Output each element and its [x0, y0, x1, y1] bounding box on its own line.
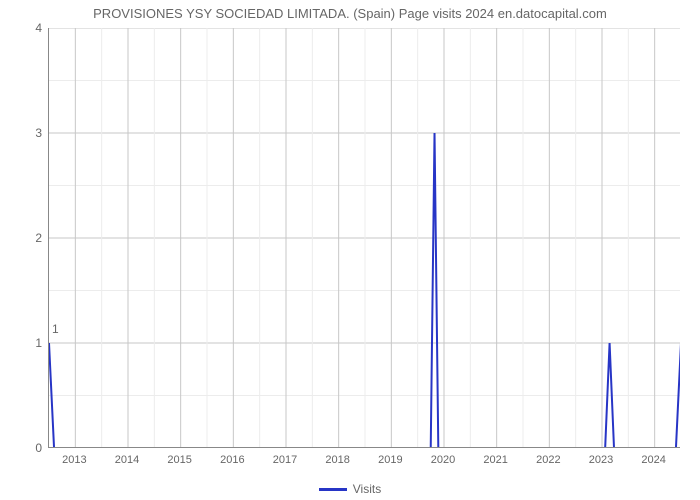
x-tick-label: 2015	[167, 454, 191, 466]
x-tick-label: 2013	[62, 454, 86, 466]
legend: Visits	[0, 482, 700, 496]
chart-container: PROVISIONES YSY SOCIEDAD LIMITADA. (Spai…	[0, 0, 700, 500]
plot-area: 11126	[48, 28, 680, 448]
plot-svg: 11126	[49, 28, 680, 447]
x-tick-label: 2021	[483, 454, 507, 466]
x-tick-label: 2016	[220, 454, 244, 466]
y-tick-label: 1	[28, 336, 42, 350]
y-tick-label: 4	[28, 21, 42, 35]
legend-label: Visits	[353, 482, 381, 496]
x-tick-label: 2018	[325, 454, 349, 466]
x-tick-label: 2020	[431, 454, 455, 466]
x-tick-label: 2014	[115, 454, 139, 466]
x-tick-label: 2019	[378, 454, 402, 466]
y-tick-label: 3	[28, 126, 42, 140]
chart-title: PROVISIONES YSY SOCIEDAD LIMITADA. (Spai…	[0, 6, 700, 21]
x-tick-label: 2024	[641, 454, 665, 466]
legend-swatch	[319, 488, 347, 491]
x-tick-label: 2023	[589, 454, 613, 466]
x-tick-label: 2022	[536, 454, 560, 466]
y-tick-label: 0	[28, 441, 42, 455]
svg-text:1: 1	[52, 322, 59, 336]
y-tick-label: 2	[28, 231, 42, 245]
x-tick-label: 2017	[273, 454, 297, 466]
